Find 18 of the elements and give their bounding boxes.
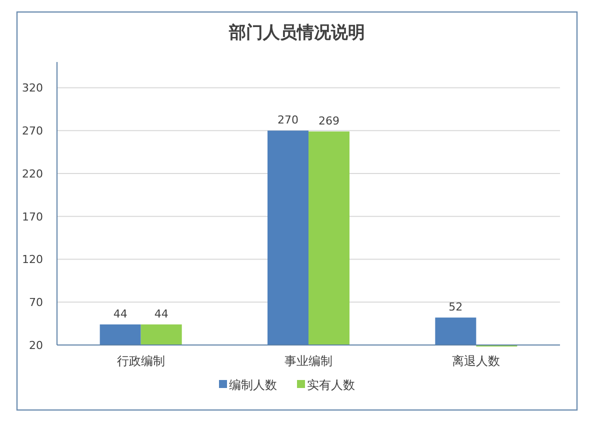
legend-label: 编制人数 — [229, 378, 277, 392]
data-label: 270 — [278, 114, 298, 127]
y-tick-label: 70 — [29, 296, 43, 310]
y-tick-label: 320 — [22, 82, 43, 95]
y-tick-label: 20 — [29, 339, 43, 352]
data-label: 269 — [318, 114, 340, 128]
y-tick-label: 270 — [22, 124, 43, 138]
x-tick-label: 离退人数 — [452, 354, 500, 368]
data-label: 44 — [113, 307, 128, 320]
y-tick-label: 120 — [22, 253, 43, 266]
data-label: 44 — [154, 307, 168, 320]
y-tick-label: 170 — [22, 210, 43, 224]
x-tick-label: 事业编制 — [284, 354, 332, 368]
x-tick-label: 行政编制 — [116, 354, 165, 368]
legend-label: 实有人数 — [307, 378, 355, 392]
chart-title: 部门人员情况说明 — [228, 23, 365, 43]
y-tick-label: 220 — [22, 167, 43, 180]
data-label: 52 — [448, 300, 463, 314]
